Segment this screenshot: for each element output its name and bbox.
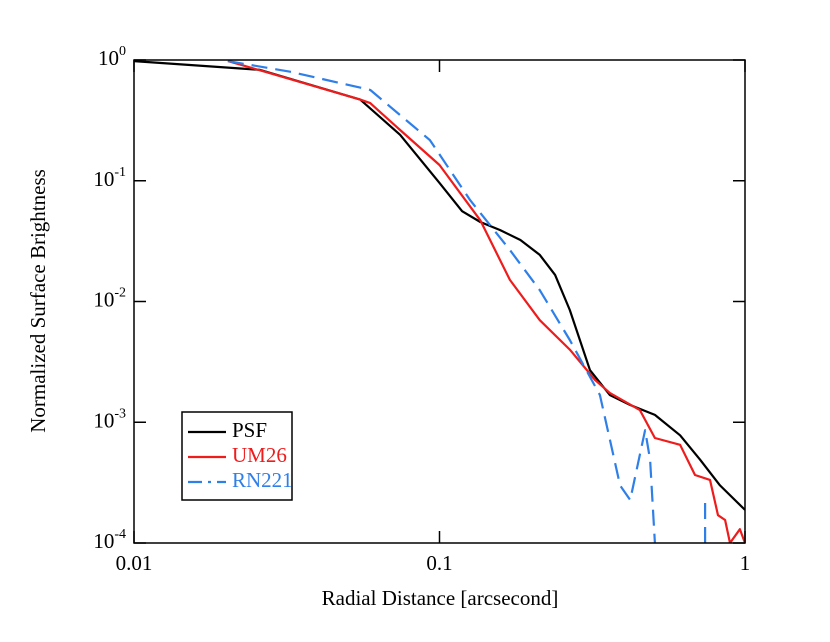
legend-label: RN221 — [232, 468, 293, 492]
x-axis-label: Radial Distance [arcsecond] — [322, 586, 559, 610]
legend-label: UM26 — [232, 443, 287, 467]
x-tick-label: 1 — [740, 551, 751, 575]
y-tick-label: 10-2 — [93, 286, 126, 312]
y-tick-label: 10-3 — [93, 406, 126, 432]
data-line — [227, 60, 707, 543]
y-axis-label: Normalized Surface Brightness — [26, 169, 50, 433]
x-tick-label: 0.01 — [116, 551, 153, 575]
data-line — [227, 60, 745, 543]
data-line — [134, 60, 745, 511]
x-tick-label: 0.1 — [426, 551, 452, 575]
y-tick-label: 100 — [98, 44, 126, 70]
legend-label: PSF — [232, 418, 267, 442]
plot-frame — [133, 59, 746, 544]
plot-area — [134, 60, 745, 543]
y-tick-label: 10-4 — [93, 527, 126, 553]
y-tick-label: 10-1 — [93, 165, 126, 191]
